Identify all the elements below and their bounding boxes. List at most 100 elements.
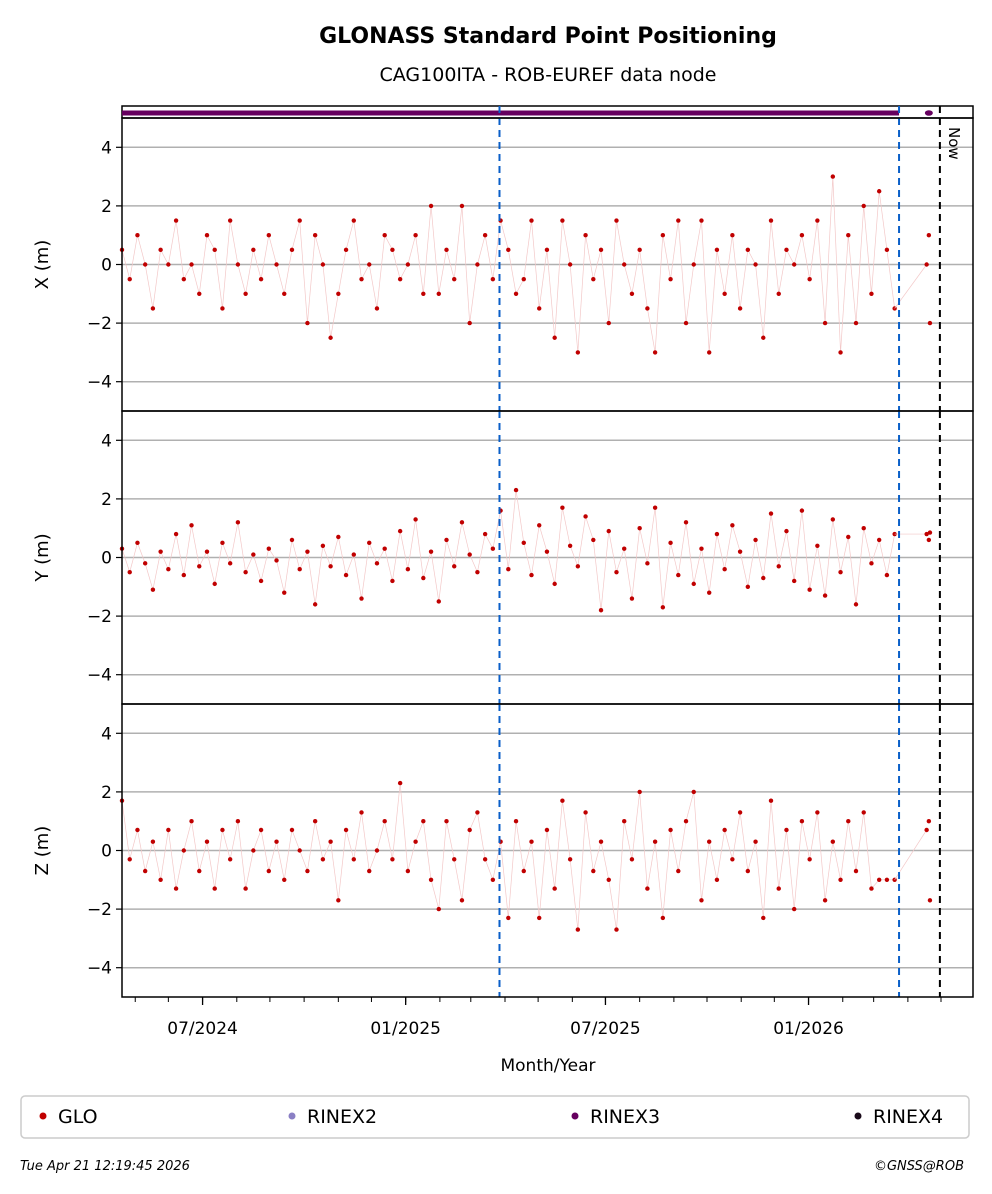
data-point (598, 247, 604, 253)
data-point (421, 291, 426, 296)
data-point (822, 898, 828, 903)
data-point (227, 218, 233, 223)
data-point (289, 827, 295, 833)
data-point (235, 520, 241, 525)
data-point (591, 276, 596, 282)
data-point (722, 291, 727, 296)
data-point (173, 531, 179, 537)
data-point (506, 915, 511, 921)
data-point (452, 276, 457, 282)
data-point (359, 276, 364, 282)
data-point (830, 839, 836, 844)
data-point (645, 561, 650, 566)
data-point (158, 247, 163, 253)
data-point (142, 868, 148, 874)
data-point (142, 262, 148, 267)
data-point (351, 552, 356, 557)
data-point (691, 789, 696, 795)
data-point (815, 543, 820, 548)
data-point (343, 827, 349, 833)
data-point (490, 546, 496, 551)
data-point (142, 561, 148, 566)
panel-y: 4 2 0 −2 −4 Y (m) (32, 410, 974, 705)
data-point (513, 487, 519, 493)
data-point (768, 511, 774, 516)
data-point (799, 819, 805, 824)
y-tick-label: 2 (101, 197, 112, 217)
data-point (652, 505, 658, 510)
data-point (212, 886, 217, 891)
data-point (544, 827, 550, 833)
data-point (560, 505, 565, 510)
data-point (390, 857, 395, 862)
data-point (753, 839, 758, 844)
data-point (884, 877, 890, 882)
data-point (652, 350, 658, 355)
data-point (791, 262, 797, 267)
data-point (305, 868, 310, 874)
data-point (830, 517, 836, 522)
data-point (413, 233, 418, 238)
data-point (312, 233, 318, 238)
data-point (513, 819, 519, 824)
data-point (150, 306, 156, 311)
data-point (544, 549, 550, 554)
data-point (282, 877, 287, 882)
series-line (121, 490, 895, 611)
data-point (127, 276, 132, 282)
data-point (730, 857, 735, 862)
data-point (158, 877, 163, 882)
data-point (668, 827, 673, 833)
data-point (374, 561, 380, 566)
data-point (606, 528, 611, 534)
data-point (722, 827, 727, 833)
data-point (560, 218, 565, 223)
data-point (691, 262, 696, 267)
data-point (784, 528, 789, 534)
data-point (173, 218, 179, 223)
data-point (243, 291, 248, 296)
y-tick-label: −2 (87, 900, 112, 920)
data-point (521, 540, 526, 546)
data-point (869, 291, 874, 296)
data-point (753, 262, 758, 267)
data-point (467, 320, 472, 326)
data-point (567, 262, 573, 267)
data-point (266, 546, 272, 551)
data-point (274, 262, 279, 267)
data-point (444, 247, 449, 253)
data-point (336, 534, 341, 540)
data-point (521, 868, 526, 874)
data-point (289, 247, 295, 253)
data-point (876, 189, 882, 194)
data-point (212, 581, 217, 587)
data-point (853, 868, 859, 874)
data-point (583, 233, 588, 238)
data-point (583, 810, 588, 815)
data-point (421, 819, 426, 824)
data-point (614, 927, 619, 932)
data-point (699, 898, 704, 903)
data-point (537, 523, 542, 528)
data-point (614, 218, 619, 223)
data-point (506, 567, 511, 572)
data-point (444, 819, 449, 824)
data-point (598, 839, 604, 844)
data-point (927, 530, 933, 535)
data-point (637, 526, 642, 531)
data-point (614, 569, 619, 575)
data-point (668, 276, 673, 282)
data-point (838, 877, 843, 882)
data-point (799, 233, 805, 238)
legend-marker-glo (39, 1112, 47, 1120)
data-point (405, 567, 411, 572)
chart-title: GLONASS Standard Point Positioning (319, 24, 777, 49)
data-point (189, 523, 194, 528)
data-point (459, 203, 465, 209)
y-tick-label: 0 (101, 256, 112, 276)
data-point (776, 886, 781, 891)
data-point (707, 590, 712, 595)
data-point (838, 350, 843, 355)
data-point (652, 839, 658, 844)
